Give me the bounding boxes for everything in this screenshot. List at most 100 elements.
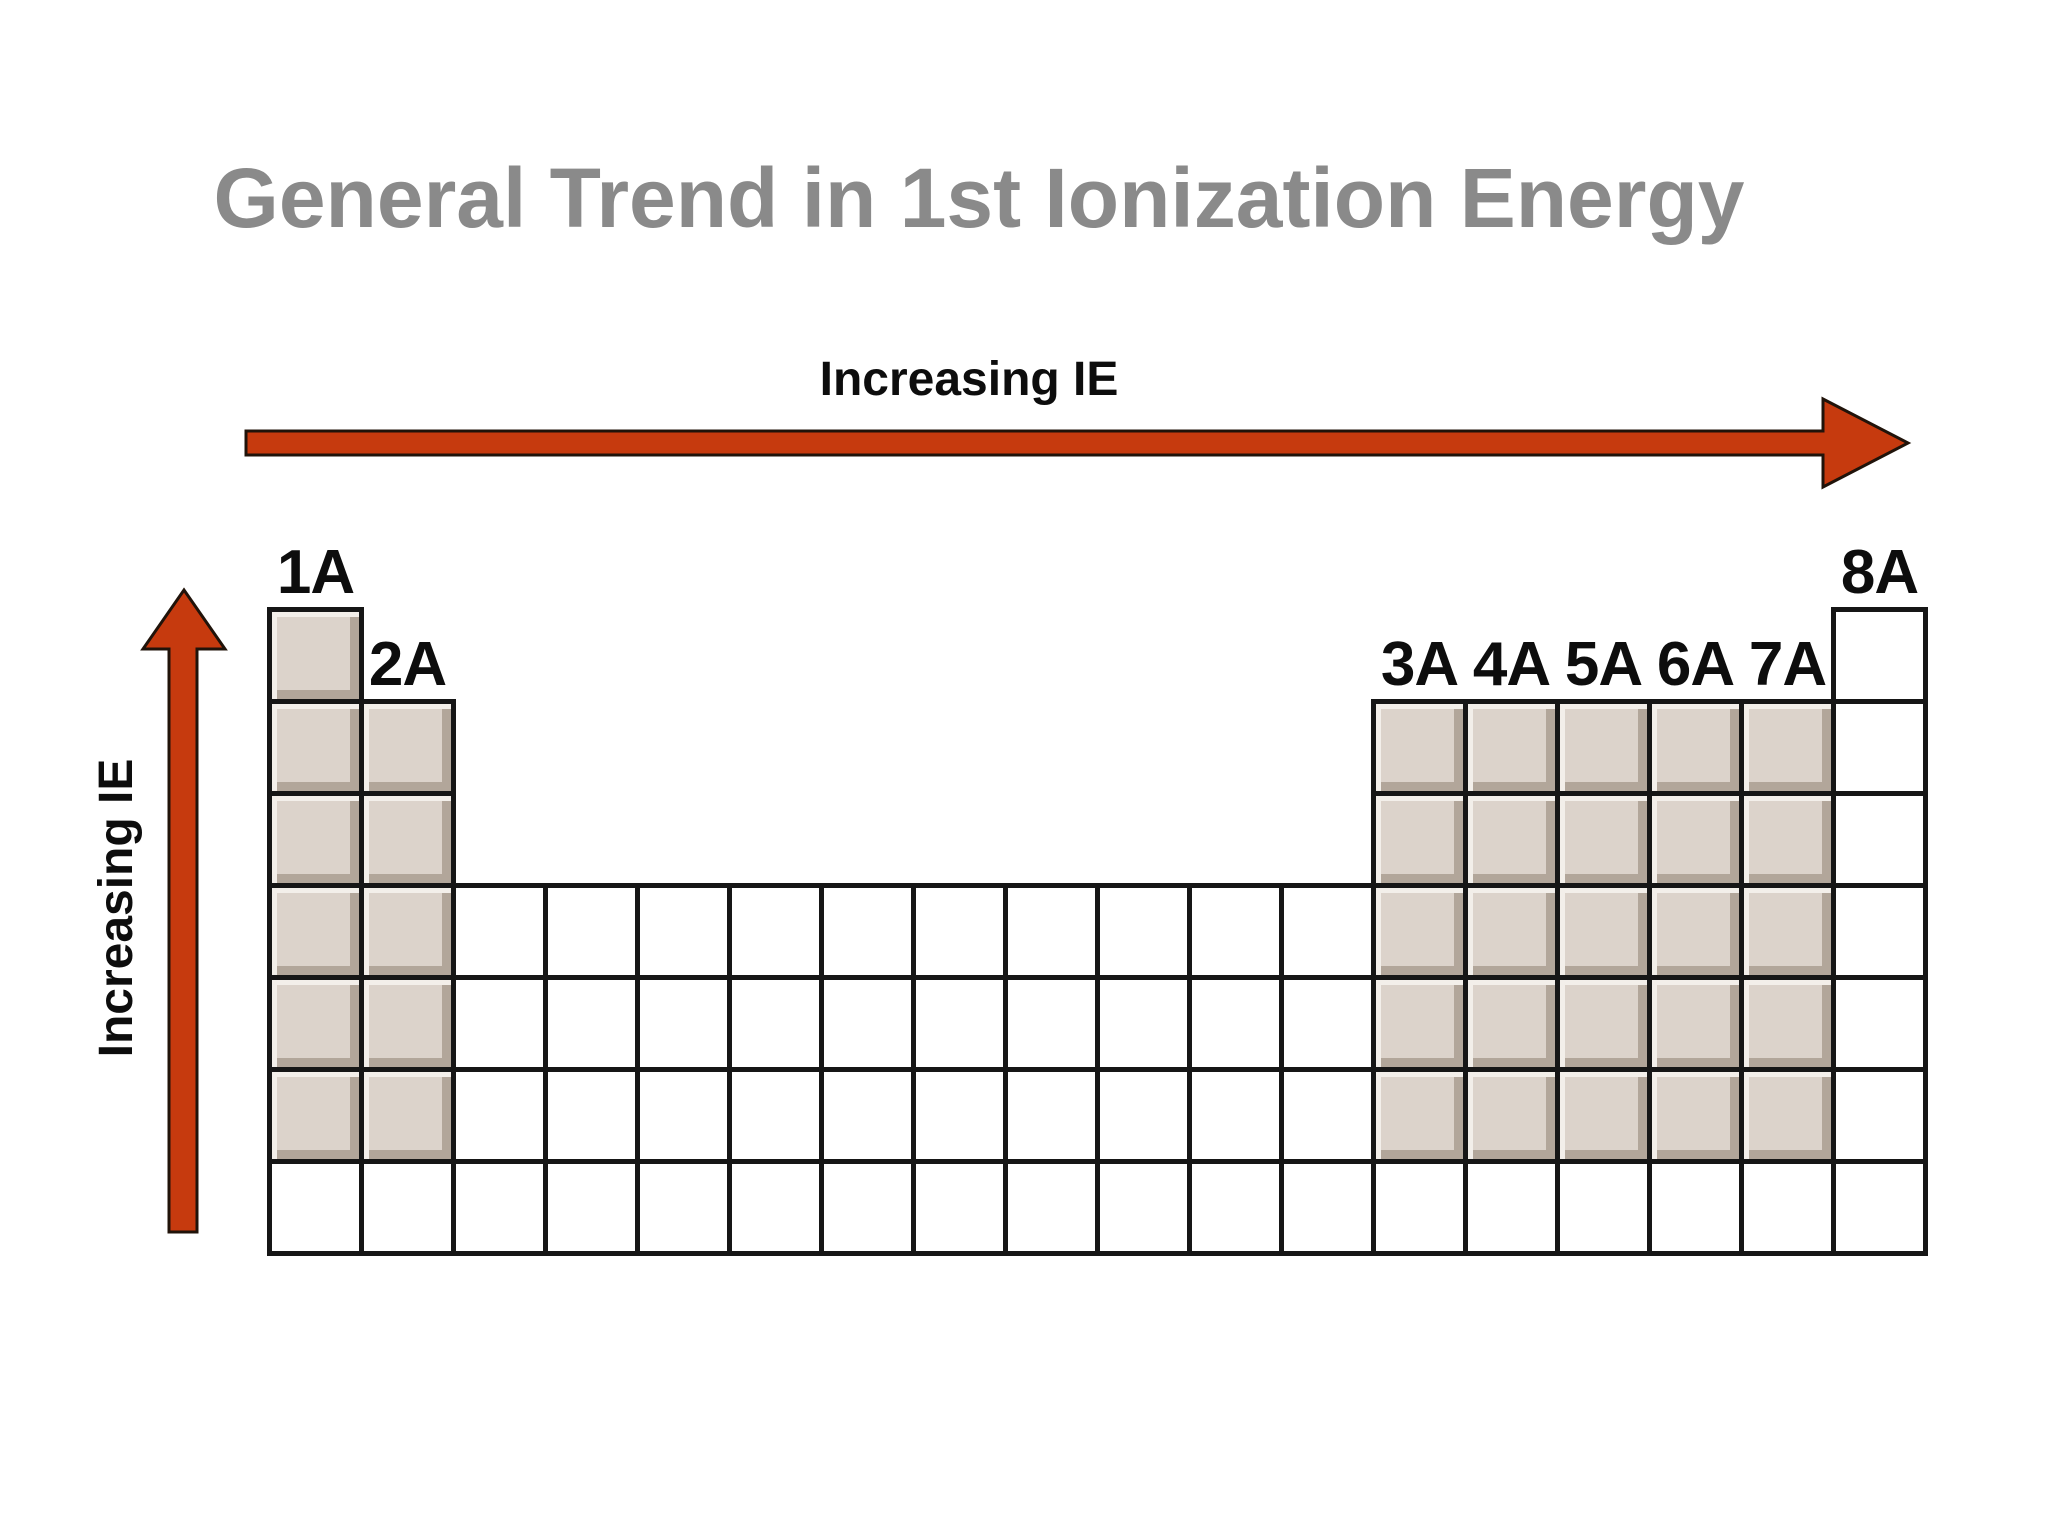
- grid-cell: [1831, 1159, 1928, 1256]
- grid-cell-shaded: [1555, 883, 1652, 980]
- grid-cell-shaded: [267, 975, 364, 1072]
- grid-cell: [727, 883, 824, 980]
- grid-cell-shaded: [267, 607, 364, 704]
- grid-cell: [911, 1067, 1008, 1164]
- grid-cell: [1187, 883, 1284, 980]
- group-label-6a: 6A: [1656, 630, 1735, 699]
- grid-cell-shaded: [1371, 791, 1468, 888]
- grid-cell: [1187, 975, 1284, 1072]
- grid-cell: [635, 1159, 732, 1256]
- grid-cell-shaded: [1463, 699, 1560, 796]
- group-label-2a: 2A: [368, 630, 447, 699]
- horizontal-arrow-label: Increasing IE: [819, 353, 1119, 406]
- grid-cell-shaded: [1739, 883, 1836, 980]
- grid-cell: [543, 1067, 640, 1164]
- group-label-3a: 3A: [1380, 630, 1459, 699]
- grid-cell: [727, 1159, 824, 1256]
- grid-cell-shaded: [359, 699, 456, 796]
- grid-cell: [635, 975, 732, 1072]
- grid-cell: [819, 975, 916, 1072]
- grid-cell: [1831, 699, 1928, 796]
- grid-cell-shaded: [1371, 883, 1468, 980]
- grid-cell: [1095, 883, 1192, 980]
- grid-cell: [543, 1159, 640, 1256]
- grid-cell-shaded: [1555, 1067, 1652, 1164]
- grid-cell: [1187, 1159, 1284, 1256]
- grid-cell: [1003, 975, 1100, 1072]
- grid-cell-shaded: [1463, 1067, 1560, 1164]
- grid-cell: [635, 1067, 732, 1164]
- grid-cell-shaded: [1371, 1067, 1468, 1164]
- grid-cell-shaded: [359, 791, 456, 888]
- grid-cell: [1371, 1159, 1468, 1256]
- grid-cell: [819, 883, 916, 980]
- grid-cell: [1095, 975, 1192, 1072]
- grid-cell-shaded: [267, 883, 364, 980]
- grid-cell: [1831, 975, 1928, 1072]
- grid-cell-shaded: [1647, 699, 1744, 796]
- grid-cell-shaded: [1647, 791, 1744, 888]
- grid-cell: [727, 975, 824, 1072]
- grid-cell: [1831, 1067, 1928, 1164]
- grid-cell-shaded: [1739, 1067, 1836, 1164]
- grid-cell: [1279, 883, 1376, 980]
- group-label-7a: 7A: [1748, 630, 1827, 699]
- grid-cell: [543, 883, 640, 980]
- grid-cell: [1831, 883, 1928, 980]
- grid-cell: [911, 1159, 1008, 1256]
- right-arrow-icon: [244, 396, 1912, 490]
- grid-cell: [1095, 1159, 1192, 1256]
- grid-cell: [451, 1159, 548, 1256]
- grid-cell-shaded: [359, 883, 456, 980]
- grid-cell: [635, 883, 732, 980]
- grid-cell: [451, 1067, 548, 1164]
- grid-cell-shaded: [1371, 975, 1468, 1072]
- grid-cell: [1279, 975, 1376, 1072]
- grid-cell: [1279, 1067, 1376, 1164]
- grid-cell: [1003, 1067, 1100, 1164]
- grid-cell: [359, 1159, 456, 1256]
- vertical-arrow-label: Increasing IE: [90, 758, 143, 1058]
- grid-cell: [911, 883, 1008, 980]
- grid-cell-shaded: [1463, 975, 1560, 1072]
- grid-cell-shaded: [267, 1067, 364, 1164]
- group-label-1a: 1A: [276, 538, 355, 607]
- group-label-4a: 4A: [1472, 630, 1551, 699]
- grid-cell-shaded: [267, 791, 364, 888]
- grid-cell-shaded: [359, 975, 456, 1072]
- group-label-8a: 8A: [1840, 538, 1919, 607]
- grid-cell-shaded: [1463, 791, 1560, 888]
- grid-cell-shaded: [1555, 791, 1652, 888]
- grid-cell: [819, 1067, 916, 1164]
- grid-cell-shaded: [1463, 883, 1560, 980]
- grid-cell-shaded: [359, 1067, 456, 1164]
- grid-cell-shaded: [1555, 975, 1652, 1072]
- grid-cell-shaded: [1371, 699, 1468, 796]
- page-title: General Trend in 1st Ionization Energy: [213, 151, 1745, 245]
- grid-cell-shaded: [1647, 883, 1744, 980]
- grid-cell: [267, 1159, 364, 1256]
- grid-cell: [1831, 607, 1928, 704]
- grid-cell: [727, 1067, 824, 1164]
- grid-cell-shaded: [1555, 699, 1652, 796]
- up-arrow-icon: [140, 587, 228, 1234]
- grid-cell-shaded: [1739, 975, 1836, 1072]
- grid-cell: [1647, 1159, 1744, 1256]
- grid-cell-shaded: [1739, 699, 1836, 796]
- grid-cell: [1831, 791, 1928, 888]
- grid-cell: [1463, 1159, 1560, 1256]
- grid-cell: [1095, 1067, 1192, 1164]
- grid-cell: [1555, 1159, 1652, 1256]
- grid-cell-shaded: [1647, 975, 1744, 1072]
- grid-cell: [1187, 1067, 1284, 1164]
- grid-cell: [543, 975, 640, 1072]
- grid-cell: [1003, 883, 1100, 980]
- grid-cell-shaded: [1647, 1067, 1744, 1164]
- grid-cell: [1739, 1159, 1836, 1256]
- grid-cell: [451, 975, 548, 1072]
- grid-cell: [911, 975, 1008, 1072]
- grid-cell: [1279, 1159, 1376, 1256]
- grid-cell: [451, 883, 548, 980]
- grid-cell-shaded: [267, 699, 364, 796]
